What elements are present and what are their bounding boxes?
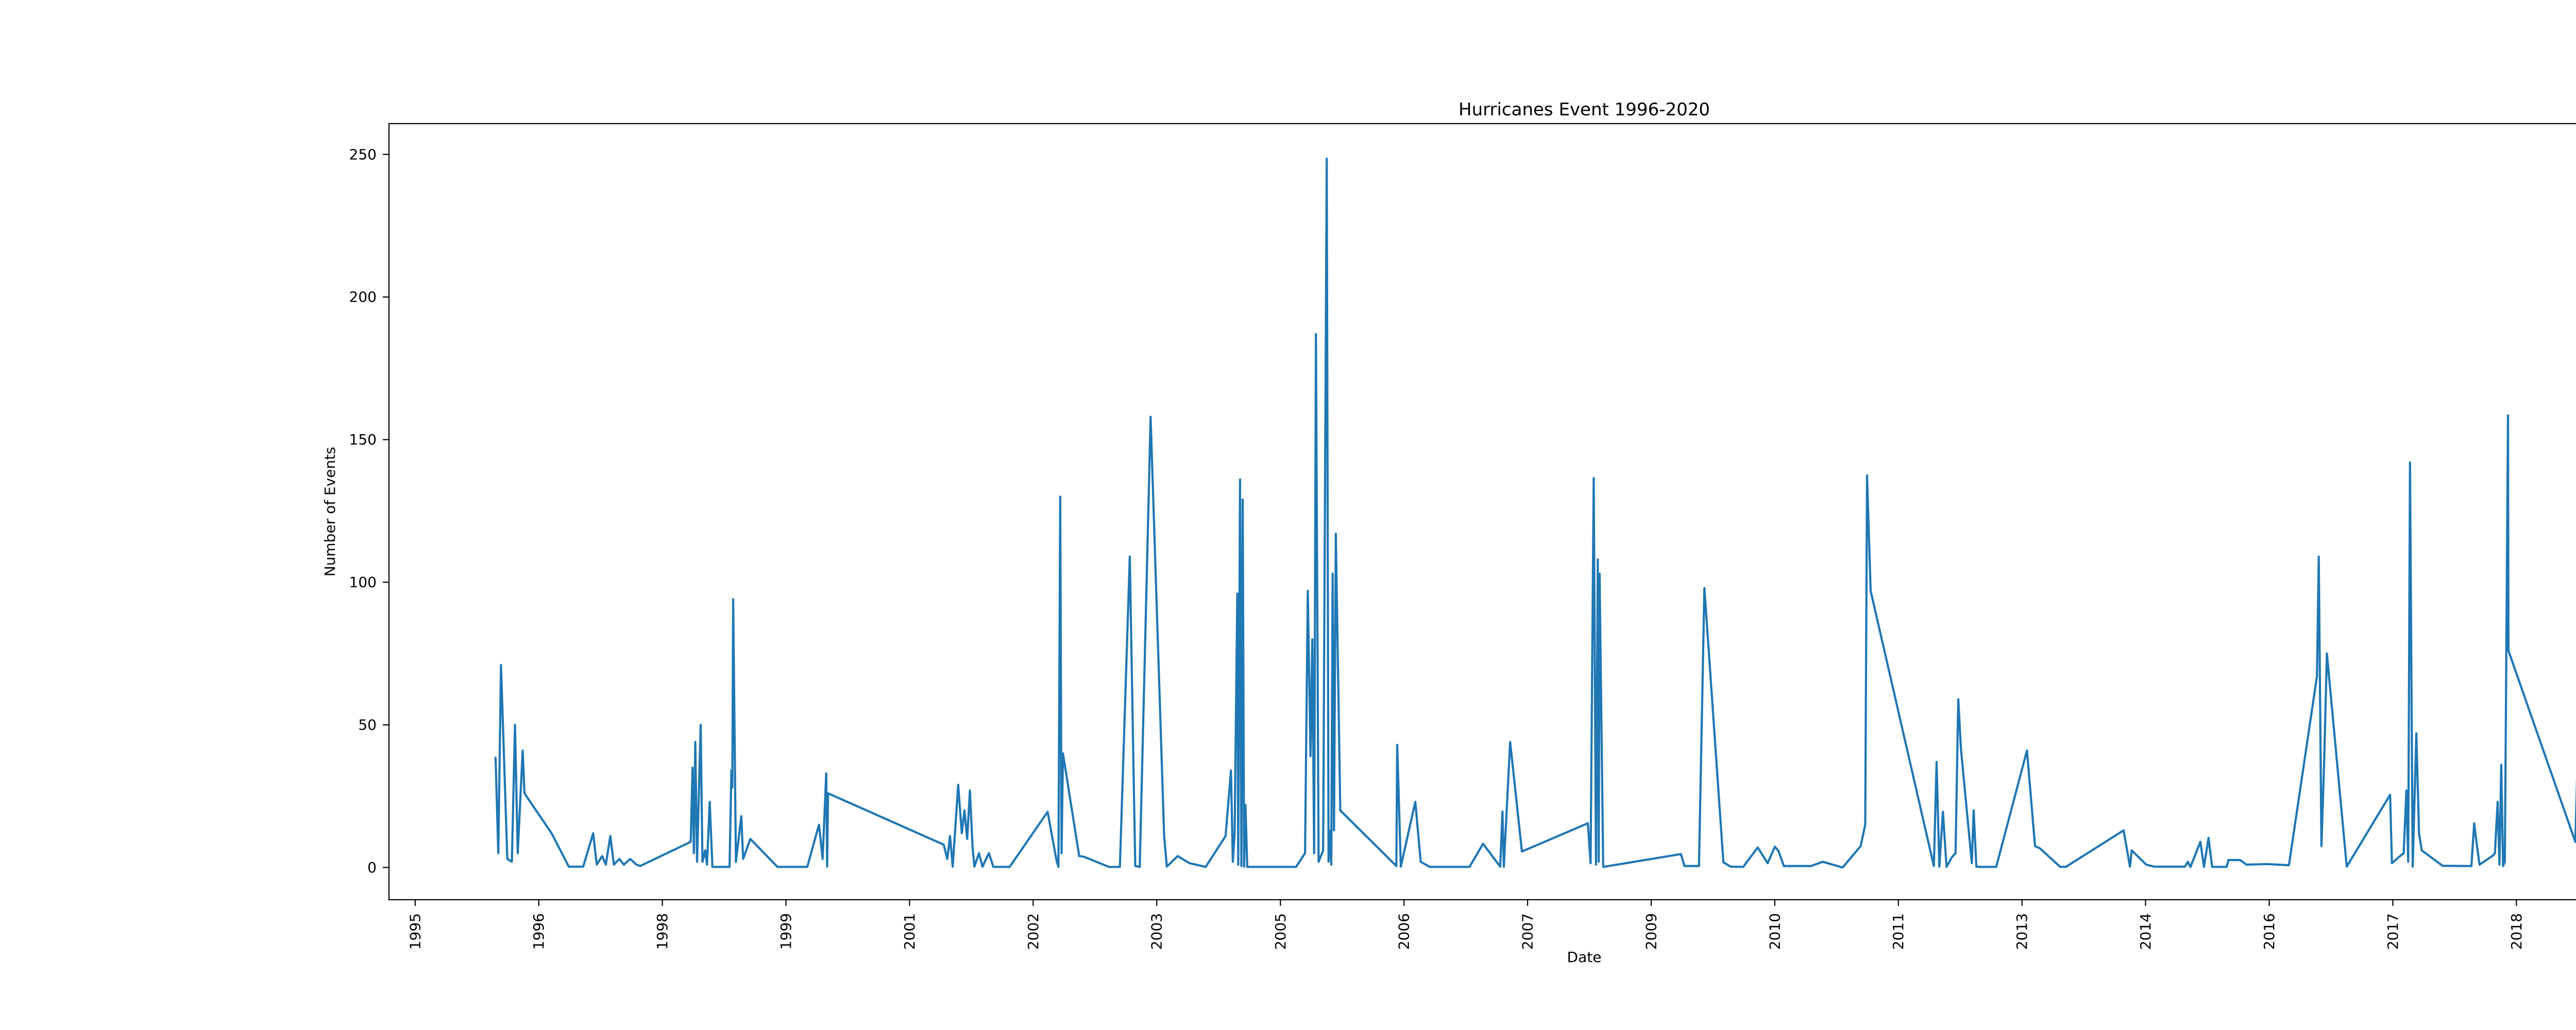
x-tick-label: 1999 <box>777 913 794 950</box>
x-tick-label: 2001 <box>901 913 918 950</box>
axes-frame <box>388 123 2576 901</box>
x-tick-label: 2003 <box>1148 913 1165 950</box>
x-tick-label: 2010 <box>1766 913 1783 950</box>
y-axis-ticks: 0 50 100 150 200 250 <box>349 146 389 876</box>
chart-title: Hurricanes Event 1996-2020 <box>1459 99 1710 120</box>
data-series-line <box>494 158 2576 869</box>
x-tick-label: 2017 <box>2384 913 2401 950</box>
x-tick-label: 2006 <box>1396 913 1413 950</box>
y-tick-label: 150 <box>349 431 377 448</box>
x-tick-label: 1995 <box>406 913 423 950</box>
x-axis-ticks: 1995 1996 1998 1999 2001 2002 2003 2005 2006 2007… <box>406 900 2525 950</box>
y-axis-label: Number of Events <box>321 447 338 576</box>
x-tick-label: 2011 <box>1890 913 1907 950</box>
x-tick-label: 2014 <box>2137 913 2154 950</box>
y-tick-label: 50 <box>358 716 377 733</box>
x-tick-label: 2018 <box>2508 913 2525 950</box>
y-tick-label: 200 <box>349 288 377 305</box>
x-tick-label: 2009 <box>1642 913 1659 950</box>
y-tick-label: 250 <box>349 146 377 163</box>
y-tick-label: 0 <box>367 859 377 876</box>
x-tick-label: 2002 <box>1025 913 1042 950</box>
x-tick-label: 1996 <box>530 913 547 950</box>
x-axis-label: Date <box>1567 949 1602 966</box>
x-tick-label: 2013 <box>2013 913 2030 950</box>
x-tick-label: 1998 <box>654 913 671 950</box>
x-tick-label: 2005 <box>1272 913 1289 950</box>
x-tick-label: 2007 <box>1519 913 1536 950</box>
x-tick-label: 2016 <box>2261 913 2278 950</box>
y-tick-label: 100 <box>349 574 377 591</box>
